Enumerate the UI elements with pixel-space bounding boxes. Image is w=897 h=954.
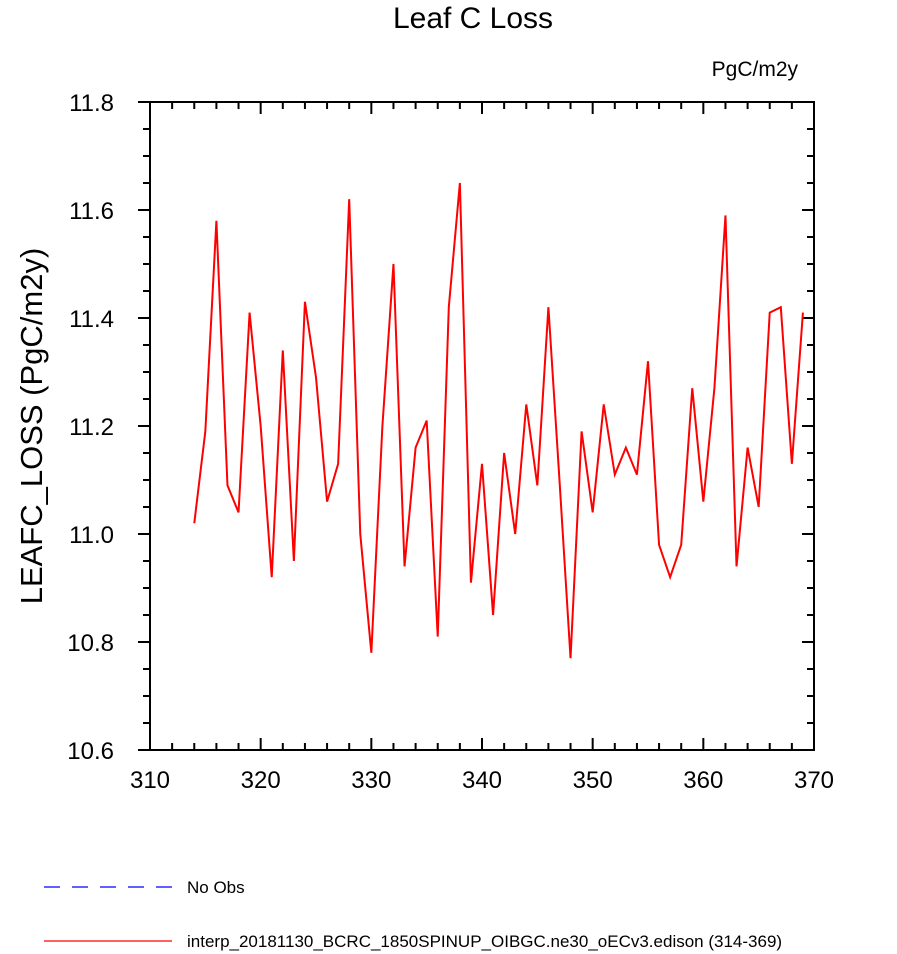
- series-line-1: [193, 182, 804, 659]
- y-tick-label: 11.0: [69, 522, 114, 549]
- y-tick-labels: 10.6 10.8 11.0 11.2 11.4 11.6 11.8: [67, 90, 114, 765]
- legend-label-no-obs: No Obs: [187, 878, 245, 897]
- x-tick-label: 350: [573, 767, 613, 794]
- x-tick-labels: 310 320 330 340 350 360 370: [130, 767, 834, 794]
- y-tick-label: 10.8: [67, 630, 114, 657]
- y-tick-label: 11.6: [69, 198, 114, 225]
- y-tick-label: 11.2: [69, 414, 114, 441]
- x-tick-label: 320: [241, 767, 281, 794]
- x-tick-label: 310: [130, 767, 170, 794]
- x-tick-label: 360: [683, 767, 723, 794]
- units-label: PgC/m2y: [712, 58, 799, 81]
- series-lines: [193, 182, 804, 659]
- y-tick-label: 10.6: [67, 738, 114, 765]
- y-tick-label: 11.8: [69, 90, 114, 117]
- legend: No Obs interp_20181130_BCRC_1850SPINUP_O…: [44, 878, 782, 951]
- legend-label-model: interp_20181130_BCRC_1850SPINUP_OIBGC.ne…: [187, 932, 782, 951]
- axis-ticks: [138, 101, 815, 751]
- y-axis-label: LEAFC_LOSS (PgC/m2y): [14, 248, 49, 605]
- x-tick-label: 340: [462, 767, 502, 794]
- plot-frame: [149, 101, 815, 751]
- chart-title: Leaf C Loss: [393, 2, 553, 35]
- x-tick-label: 370: [794, 767, 834, 794]
- x-tick-label: 330: [351, 767, 391, 794]
- y-tick-label: 11.4: [69, 306, 114, 333]
